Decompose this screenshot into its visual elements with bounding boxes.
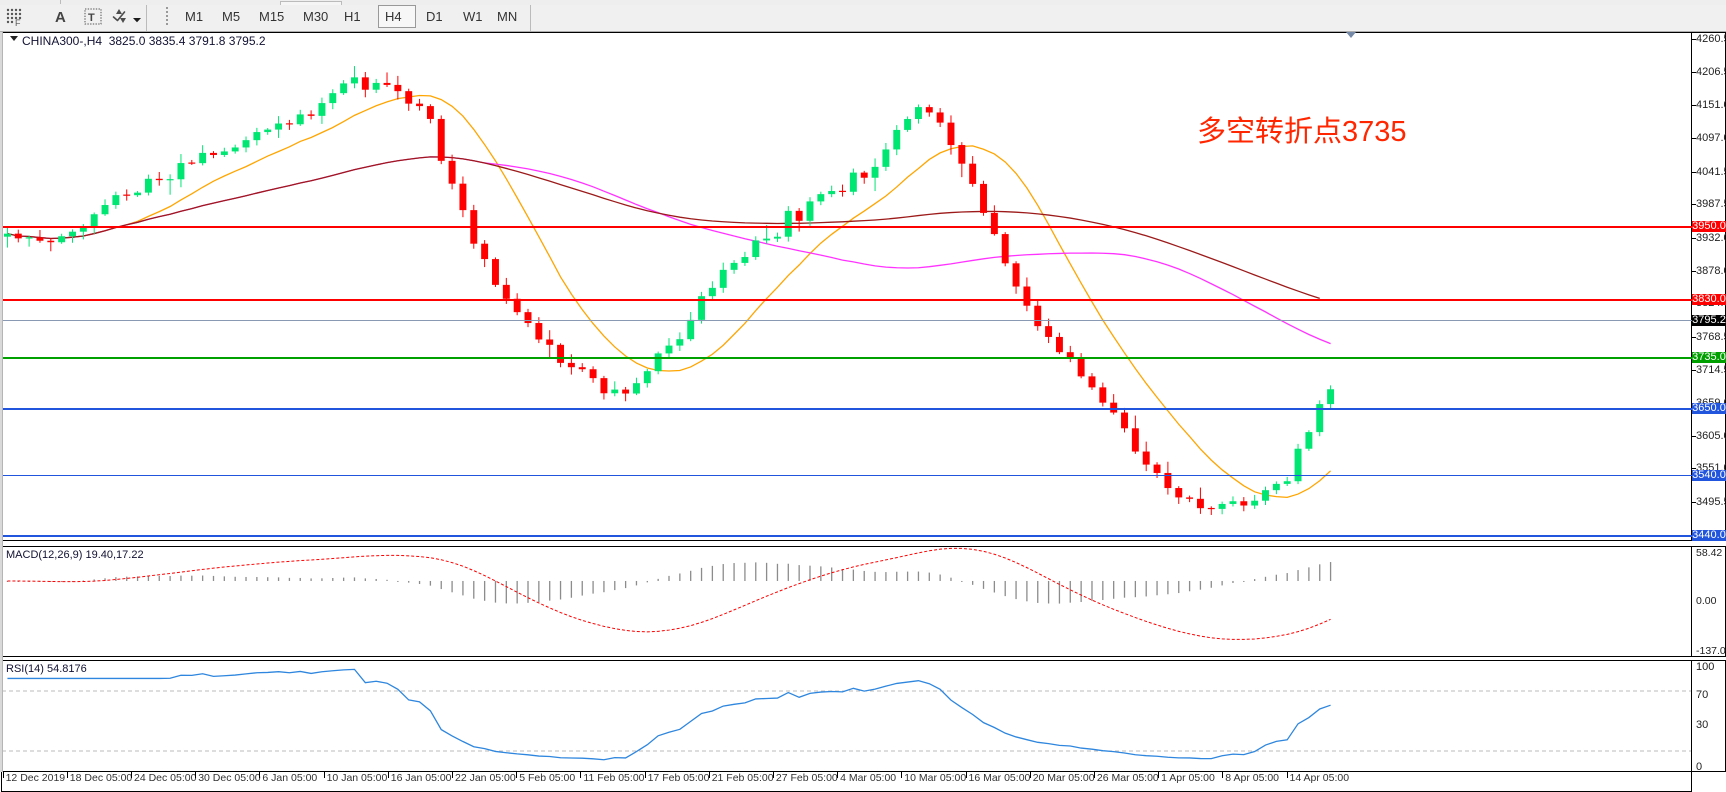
svg-text:T: T [88, 12, 95, 24]
svg-text:F: F [15, 18, 21, 26]
